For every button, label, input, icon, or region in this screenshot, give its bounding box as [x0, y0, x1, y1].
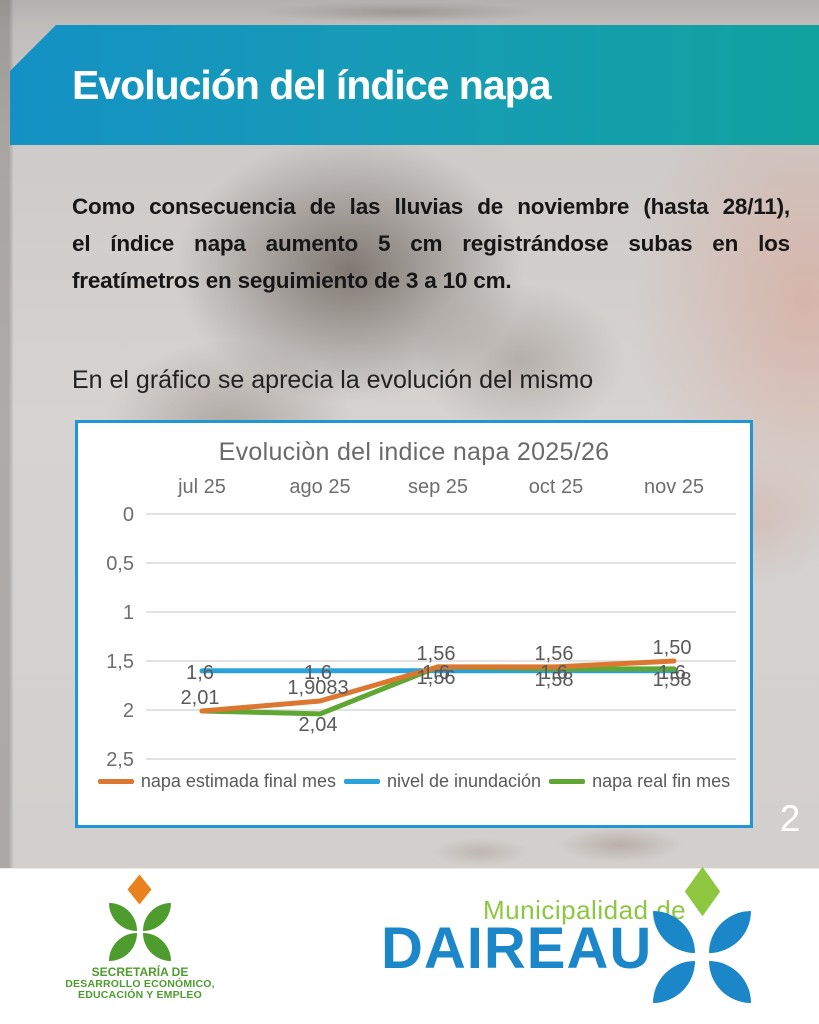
leaf-icon: [143, 903, 171, 931]
secretaria-line: EDUCACIÓN Y EMPLEO: [78, 989, 202, 1001]
green-diamond-icon: [684, 866, 721, 917]
daireaux-wordmark: DAIREAU: [381, 916, 653, 981]
secretaria-text: SECRETARÍA DE DESARROLLO ECONÓMICO, EDUC…: [35, 965, 245, 1001]
chart-legend: napa estimada final mes nivel de inundaci…: [78, 771, 750, 792]
leaf-icon: [143, 933, 171, 961]
data-label: 1,56: [535, 643, 574, 665]
y-tick-label: 0,5: [106, 553, 134, 575]
data-label: 1,56: [417, 667, 456, 689]
legend-label: napa real fin mes: [592, 771, 731, 791]
y-tick-label: 1,5: [106, 651, 134, 673]
legend-swatch-icon: [343, 779, 380, 784]
data-label: 1,6: [304, 662, 332, 684]
leaf-icon: [653, 961, 695, 1003]
secretaria-line: SECRETARÍA DE: [91, 965, 189, 979]
leaf-icon: [109, 903, 137, 931]
daireaux-x-icon: [653, 866, 753, 1007]
y-tick-label: 0: [123, 504, 134, 526]
data-label: 2,04: [299, 714, 338, 736]
y-tick-label: 2: [123, 700, 134, 722]
intro-line: el índice napa aumento 5 cm registrándos…: [72, 231, 790, 256]
legend-swatch-icon: [549, 779, 586, 784]
x-tick-label: jul 25: [177, 476, 226, 498]
legend-item: nivel de inundación: [343, 771, 542, 792]
x-tick-label: nov 25: [644, 476, 704, 498]
secretaria-logo: SECRETARÍA DE DESARROLLO ECONÓMICO, EDUC…: [35, 874, 245, 1001]
legend-item: napa estimada final mes: [97, 771, 336, 792]
chart-caption: En el gráfico se aprecia la evolución de…: [72, 366, 594, 394]
legend-swatch-icon: [97, 779, 134, 784]
data-label: 1,9083: [287, 677, 348, 699]
x-tick-label: sep 25: [408, 476, 468, 498]
header-banner: Evolución del índice napa: [10, 25, 819, 145]
page-title: Evolución del índice napa: [72, 61, 551, 108]
legend-label: nivel de inundación: [386, 771, 542, 791]
secretaria-line: DESARROLLO ECONÓMICO,: [65, 978, 215, 990]
data-label: 1,58: [535, 669, 574, 691]
data-label: 1,6: [540, 662, 568, 684]
x-tick-label: oct 25: [529, 476, 583, 498]
secretaria-plant-icon: [107, 874, 173, 963]
data-label: 1,6: [186, 662, 214, 684]
data-label: 1,56: [417, 643, 456, 665]
intro-line: freatímetros en seguimiento de 3 a 10 cm…: [72, 268, 512, 293]
leaf-icon: [709, 961, 751, 1003]
series-line-0: [199, 658, 677, 714]
y-tick-label: 2,5: [106, 749, 134, 771]
daireaux-logo: Municipalidad de DAIREAU: [375, 866, 765, 1020]
leaf-icon: [709, 911, 751, 953]
intro-paragraph: Como consecuencia de las lluvias de novi…: [72, 188, 790, 299]
chart-card: Evoluciòn del indice napa 2025/26 0 0,5 1 1…: [75, 420, 753, 828]
orange-diamond-icon: [127, 874, 152, 905]
y-tick-label: 1: [123, 602, 134, 624]
napa-line-chart: 0 0,5 1 1,5 2 2,5 jul 25 ago 25 sep 25 oct 25 nov …: [106, 476, 736, 771]
chart-title: Evoluciòn del indice napa 2025/26: [218, 438, 610, 466]
x-tick-label: ago 25: [289, 476, 350, 498]
data-label: 2,01: [181, 687, 220, 709]
leaf-icon: [109, 933, 137, 961]
data-label: 1,6: [658, 662, 686, 684]
legend-item: napa real fin mes: [549, 771, 730, 792]
intro-line: Como consecuencia de las lluvias de novi…: [72, 194, 790, 219]
leaf-icon: [653, 911, 695, 953]
data-label: 1,58: [653, 669, 692, 691]
data-label: 1,6: [422, 662, 450, 684]
municipalidad-de-text: Municipalidad de: [483, 895, 687, 925]
footer: SECRETARÍA DE DESARROLLO ECONÓMICO, EDUC…: [0, 866, 819, 1024]
legend-label: napa estimada final mes: [140, 771, 336, 791]
page-number: 2: [779, 798, 801, 839]
data-label: 1,50: [653, 637, 692, 659]
